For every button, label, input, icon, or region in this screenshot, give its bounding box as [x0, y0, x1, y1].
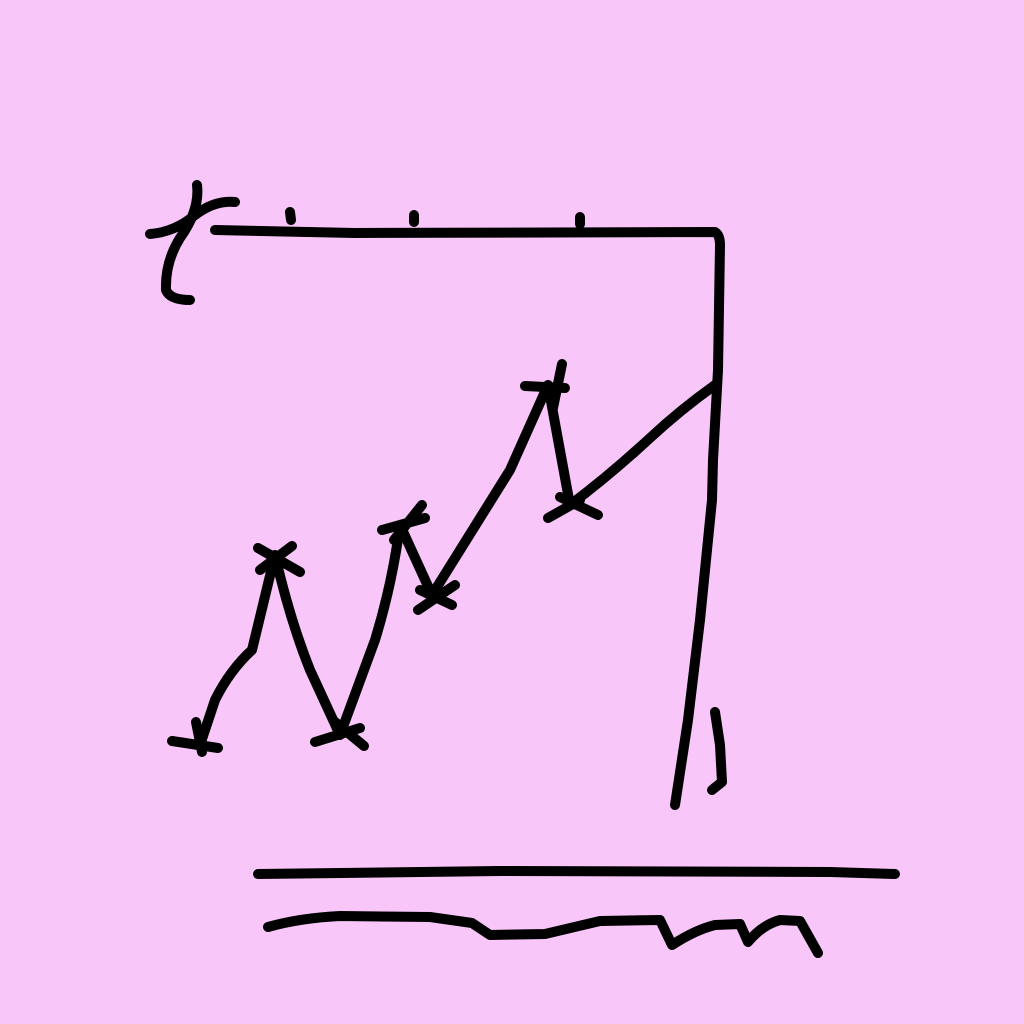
small-mark	[707, 707, 727, 795]
right-edge	[670, 365, 723, 810]
corner-scribble	[145, 180, 240, 305]
bottom-line	[253, 866, 900, 879]
zigzag-line	[195, 380, 720, 750]
cross-markers	[167, 359, 603, 757]
top-frame	[210, 225, 725, 375]
top-ticks	[285, 207, 585, 229]
bottom-squiggle	[263, 911, 823, 958]
